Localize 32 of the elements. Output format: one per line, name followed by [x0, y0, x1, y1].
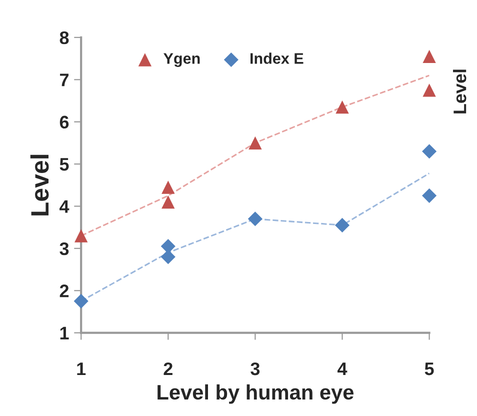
y-axis-title: Level [30, 154, 49, 216]
point [74, 229, 88, 242]
x-tick-label: 5 [424, 362, 434, 376]
text: Level [453, 70, 466, 114]
y-tick-label: 6 [60, 116, 69, 129]
legend-label: Ygen [164, 53, 200, 67]
point [422, 50, 436, 64]
x-axis-title: Level by human eye [158, 384, 354, 404]
y-tick-label: 3 [60, 242, 69, 256]
x-tick-label: 4 [338, 362, 348, 376]
point [422, 144, 437, 159]
y-tick-label: 4 [60, 200, 70, 213]
y-tick-label: 5 [60, 158, 69, 171]
legend-label: Index E [250, 52, 304, 64]
point [162, 195, 175, 209]
point [334, 218, 350, 232]
y-tick-label: 8 [60, 31, 69, 44]
x-tick-label: 1 [77, 362, 86, 376]
point [248, 136, 262, 150]
point [336, 100, 349, 114]
y-tick-label: 2 [60, 284, 69, 298]
point [422, 84, 436, 97]
x-tick-label: 2 [164, 362, 172, 376]
y-tick-label: 7 [60, 74, 68, 86]
x-tick-label: 3 [250, 362, 260, 376]
point [248, 212, 262, 226]
point [74, 294, 88, 308]
point [162, 180, 175, 194]
point [160, 250, 176, 264]
point [422, 188, 437, 203]
y-tick-label: 1 [60, 326, 69, 340]
point [160, 239, 176, 254]
